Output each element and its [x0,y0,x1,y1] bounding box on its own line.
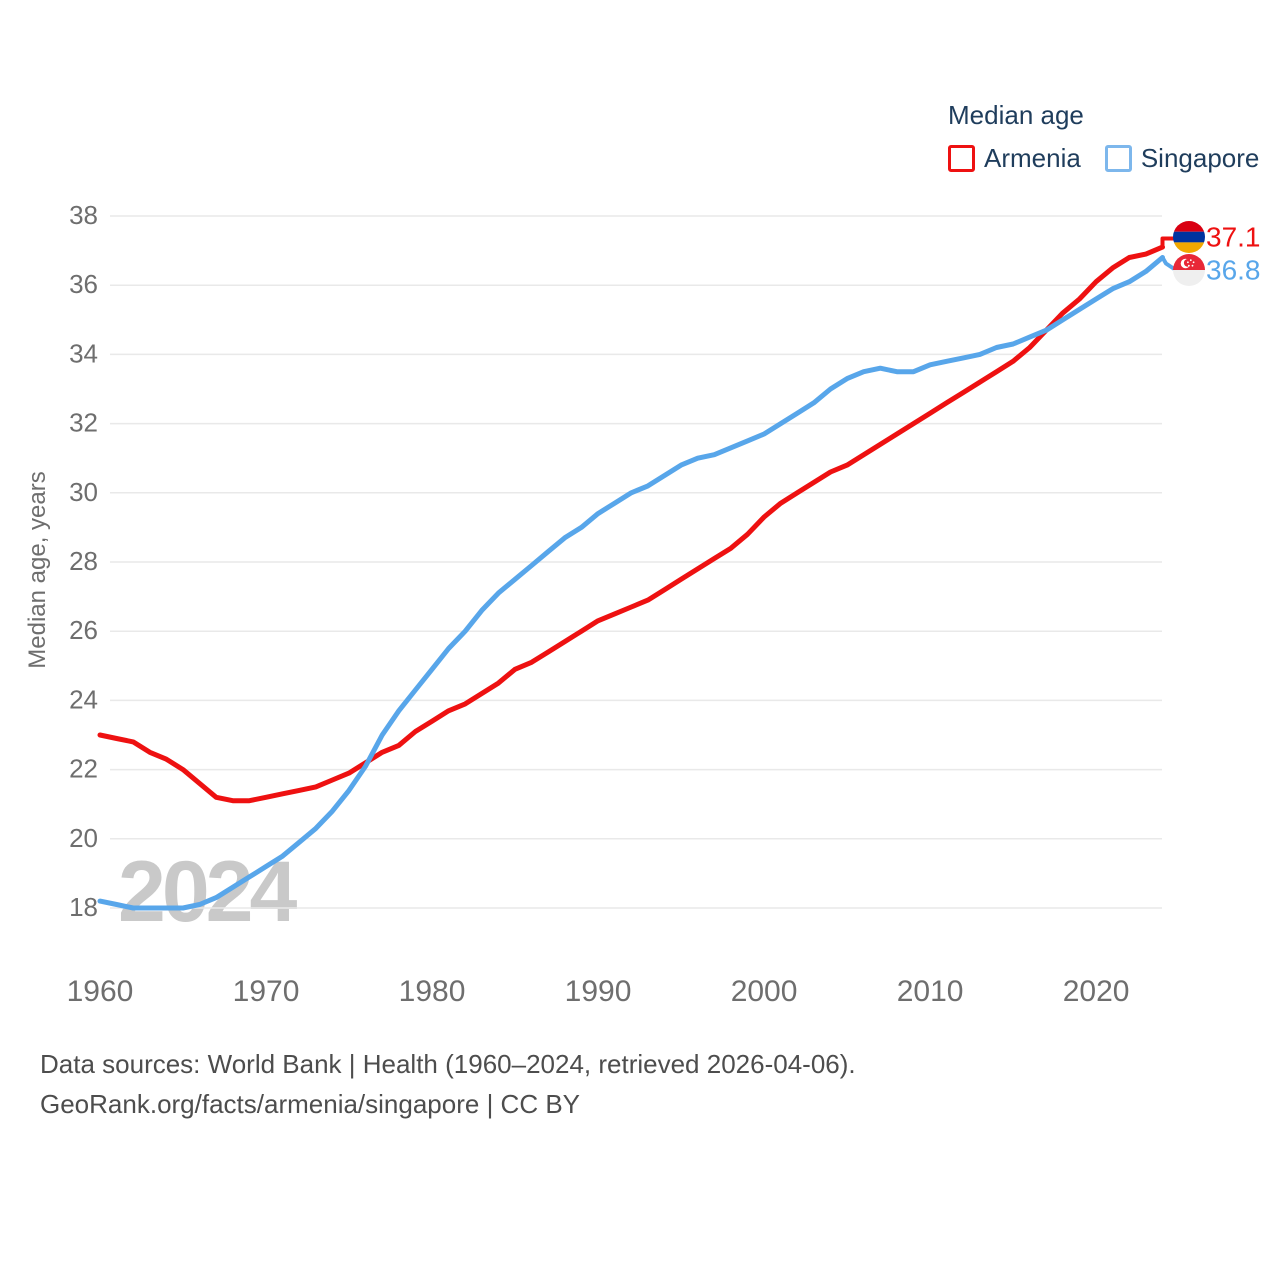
x-tick-label: 2010 [897,975,964,1008]
y-tick-label: 34 [69,338,98,368]
y-tick-label: 26 [69,615,98,645]
y-tick-label: 28 [69,546,98,576]
y-tick-label: 24 [69,684,98,714]
y-tick-label: 30 [69,477,98,507]
y-axis-title: Median age, years [24,471,51,668]
singapore-line [97,255,1165,911]
legend-title: Median age [948,100,1084,130]
singapore-flag-icon [1173,254,1205,286]
y-tick-label: 36 [69,269,98,299]
x-tick-label: 2000 [731,975,798,1008]
armenia-leader-line [1160,236,1176,250]
x-tick-label: 1960 [67,975,134,1008]
legend-label-armenia: Armenia [984,143,1081,173]
x-tick-label: 1970 [233,975,300,1008]
y-axis-tick-labels: 18 20 22 24 26 28 30 32 34 36 38 [69,200,98,922]
armenia-line [97,244,1165,804]
legend-item-armenia[interactable]: Armenia [948,143,1081,174]
singapore-swatch-icon [1104,145,1132,172]
legend-items: Armenia Singapore [948,143,1259,174]
x-axis-tick-labels: 1960 1970 1980 1990 2000 2010 2020 [67,975,1130,1008]
footer: Data sources: World Bank | Health (1960–… [40,1044,856,1124]
watermark: 2024 [118,844,297,940]
armenia-end-value: 37.1 [1206,222,1261,253]
y-tick-label: 22 [69,754,98,784]
gridlines [110,215,1162,909]
singapore-end-value: 36.8 [1206,255,1261,286]
georank-link[interactable]: GeoRank.org/facts/armenia/singapore | CC… [40,1089,581,1119]
x-tick-label: 1990 [565,975,632,1008]
y-tick-label: 20 [69,823,98,853]
legend-item-singapore[interactable]: Singapore [1104,143,1260,174]
y-tick-label: 38 [69,200,98,230]
y-tick-label: 32 [69,408,98,438]
legend: Median age Armenia Singapore [948,100,1259,174]
data-sources-text: Data sources: World Bank | Health (1960–… [40,1049,856,1079]
singapore-leader-line [1160,255,1176,271]
armenia-flag-icon [1173,221,1205,253]
x-tick-label: 2020 [1063,975,1130,1008]
armenia-swatch-icon [948,145,975,172]
y-tick-label: 18 [69,892,98,922]
x-tick-label: 1980 [399,975,466,1008]
legend-label-singapore: Singapore [1140,143,1260,173]
series-lines [97,244,1165,911]
